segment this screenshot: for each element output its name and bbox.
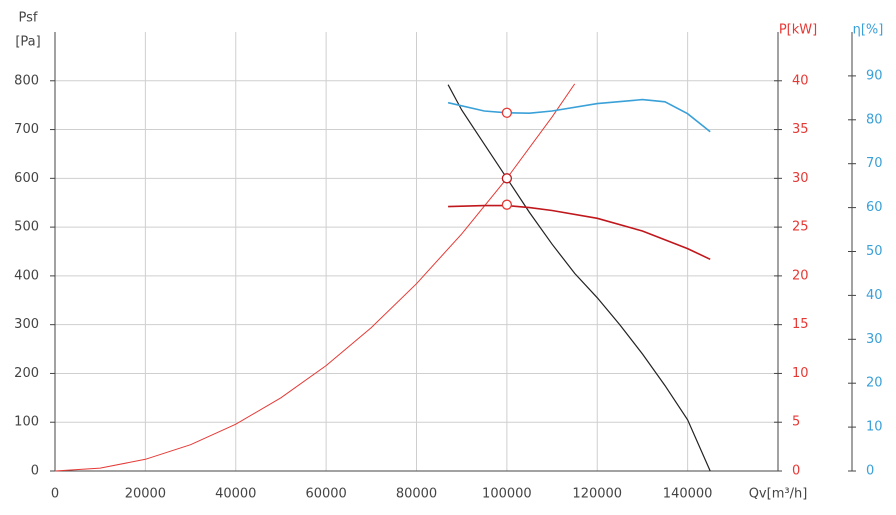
- y3-tick-label: 0: [866, 464, 874, 479]
- y3-tick-label: 60: [866, 200, 883, 215]
- x-tick-label: 20000: [125, 487, 166, 502]
- y2-tick-label: 10: [792, 366, 809, 381]
- x-tick-label: 0: [51, 487, 59, 502]
- y-tick-label: 600: [14, 171, 39, 186]
- y-tick-label: 100: [14, 415, 39, 430]
- x-tick-label: 100000: [482, 487, 532, 502]
- y3-tick-label: 30: [866, 332, 883, 347]
- x-tick-label: 80000: [396, 487, 437, 502]
- y2-axis-label: P[kW]: [779, 23, 817, 38]
- y3-tick-label: 50: [866, 244, 883, 259]
- operating-point: [501, 173, 513, 184]
- y2-tick-label: 5: [792, 415, 800, 430]
- x-tick-label: 60000: [305, 487, 346, 502]
- y-tick-label: 500: [14, 220, 39, 235]
- y-axis-label: Psf: [19, 11, 38, 26]
- y-tick-label: 700: [14, 122, 39, 137]
- series-line: [54, 83, 576, 472]
- y3-tick-label: 20: [866, 376, 883, 391]
- y3-tick-label: 40: [866, 288, 883, 303]
- operating-point: [501, 199, 513, 210]
- x-tick-label: 140000: [663, 487, 713, 502]
- x-axis-label: Qv[m³/h]: [749, 487, 808, 502]
- y2-tick-label: 0: [792, 464, 800, 479]
- series-line: [447, 84, 711, 472]
- y-tick-label: 800: [14, 73, 39, 88]
- y2-tick-label: 35: [792, 122, 809, 137]
- y3-tick-label: 10: [866, 420, 883, 435]
- y-axis-unit: [Pa]: [15, 35, 40, 50]
- y3-tick-label: 70: [866, 156, 883, 171]
- y-tick-label: 300: [14, 317, 39, 332]
- y-tick-label: 200: [14, 366, 39, 381]
- y3-tick-label: 90: [866, 68, 883, 83]
- y2-tick-label: 40: [792, 73, 809, 88]
- y2-tick-label: 20: [792, 268, 809, 283]
- x-tick-label: 120000: [572, 487, 622, 502]
- x-tick-label: 40000: [215, 487, 256, 502]
- y2-tick-label: 30: [792, 171, 809, 186]
- operating-point: [501, 107, 513, 118]
- y2-tick-label: 25: [792, 220, 809, 235]
- series-line: [448, 204, 711, 261]
- series-line: [447, 98, 711, 133]
- y-tick-label: 0: [31, 464, 39, 479]
- y3-axis-label: η[%]: [853, 23, 884, 38]
- y2-tick-label: 15: [792, 317, 809, 332]
- y-tick-label: 400: [14, 268, 39, 283]
- y3-tick-label: 80: [866, 112, 883, 127]
